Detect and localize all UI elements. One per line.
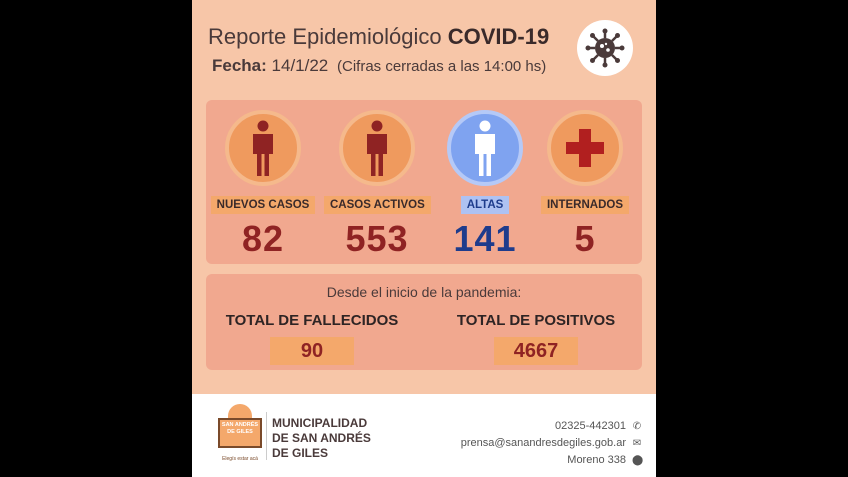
stat-value: 141 (453, 218, 517, 259)
title-bold: COVID-19 (447, 24, 550, 49)
mail-icon: ✉ (632, 438, 642, 449)
stat-value: 553 (345, 218, 409, 259)
contact-phone: 02325-442301 ✆ (461, 418, 642, 435)
total-deaths-value: 90 (270, 337, 354, 365)
stat-nuevos-casos: NUEVOS CASOS 82 (210, 110, 316, 260)
total-deaths-label: TOTAL DE FALLECIDOS (225, 312, 399, 329)
municipality-name: MUNICIPALIDAD DE SAN ANDRÉS DE GILES (272, 416, 371, 461)
totals-panel: Desde el inicio de la pandemia: TOTAL DE… (206, 274, 642, 370)
total-positives-label: TOTAL DE POSITIVOS (456, 312, 616, 329)
phone-icon: ✆ (632, 421, 642, 432)
report-card: Reporte Epidemiológico COVID-19 Fecha: 1… (192, 0, 656, 477)
logo-text: SAN ANDRÉS DE GILES (218, 418, 262, 448)
stat-casos-activos: CASOS ACTIVOS 553 (324, 110, 431, 260)
address-text: Moreno 338 (567, 454, 626, 466)
stat-internados: INTERNADOS 5 (532, 110, 638, 260)
stat-altas: ALTAS 141 (432, 110, 538, 260)
contact-address: Moreno 338 ⬤ (461, 452, 644, 469)
email-link[interactable]: prensa@sanandresdegiles.gob.ar (460, 437, 626, 449)
report-date: Fecha: 14/1/22 (Cifras cerradas a las 14… (212, 56, 546, 76)
logo-tagline: Elegís estar acá (222, 456, 258, 462)
sun-icon (228, 404, 252, 418)
footer: SAN ANDRÉS DE GILES Elegís estar acá MUN… (192, 394, 656, 477)
since-pandemic-label: Desde el inicio de la pandemia: (326, 284, 522, 300)
total-deaths: TOTAL DE FALLECIDOS 90 (212, 312, 412, 365)
person-icon (339, 110, 415, 186)
municipality-line: DE SAN ANDRÉS (272, 431, 371, 445)
municipality-line: DE GILES (272, 446, 329, 460)
stat-value: 82 (241, 218, 285, 259)
stat-label: ALTAS (460, 196, 510, 214)
person-icon (225, 110, 301, 186)
location-pin-icon: ⬤ (632, 455, 644, 466)
person-icon (447, 110, 523, 186)
contact-info: 02325-442301 ✆ prensa@sanandresdegiles.go… (461, 418, 644, 469)
stat-label: CASOS ACTIVOS (324, 196, 431, 214)
total-positives: TOTAL DE POSITIVOS 4667 (436, 312, 636, 365)
stat-label: NUEVOS CASOS (210, 196, 316, 214)
municipality-line: MUNICIPALIDAD (272, 416, 368, 430)
current-stats-panel: NUEVOS CASOS 82 CASOS ACTIVOS 553 ALTAS … (206, 100, 642, 264)
stat-label: INTERNADOS (540, 196, 630, 214)
report-title: Reporte Epidemiológico COVID-19 (208, 24, 549, 50)
medical-cross-icon (547, 110, 623, 186)
divider (266, 412, 267, 460)
virus-icon (577, 20, 633, 76)
date-label: Fecha: (212, 56, 267, 75)
phone-text: 02325-442301 (555, 420, 626, 432)
contact-email: prensa@sanandresdegiles.gob.ar ✉ (461, 435, 642, 452)
title-prefix: Reporte Epidemiológico (208, 24, 442, 49)
stat-value: 5 (574, 218, 596, 259)
total-positives-value: 4667 (494, 337, 578, 365)
date-note: (Cifras cerradas a las 14:00 hs) (337, 58, 547, 75)
date-value: 14/1/22 (271, 56, 329, 75)
municipality-logo: SAN ANDRÉS DE GILES Elegís estar acá (214, 404, 266, 466)
